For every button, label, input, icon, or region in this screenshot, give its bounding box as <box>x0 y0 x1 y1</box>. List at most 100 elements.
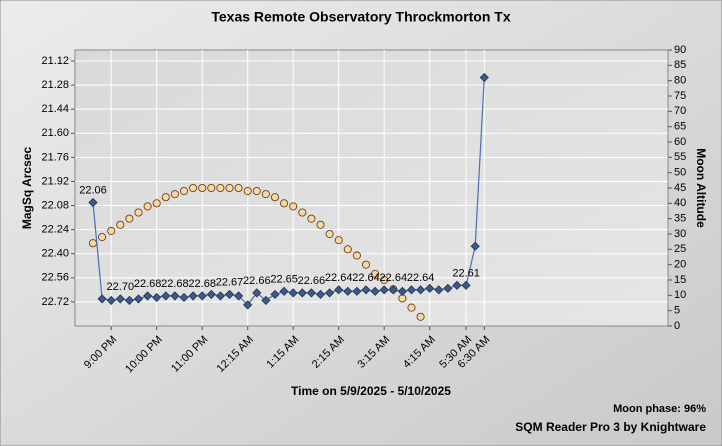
moon-marker <box>234 183 243 193</box>
y2-tick-label: 50 <box>674 167 686 179</box>
sqm-marker <box>443 283 453 293</box>
sqm-marker <box>397 286 407 296</box>
sqm-marker <box>179 292 189 302</box>
y2-tick-label: 20 <box>674 259 686 271</box>
sqm-marker <box>306 288 316 298</box>
moon-marker <box>170 190 179 199</box>
data-label: 22.64 <box>352 272 380 284</box>
sqm-marker <box>315 289 326 299</box>
data-label: 22.65 <box>270 273 298 285</box>
y2-tick-label: 70 <box>674 105 686 117</box>
moon-marker <box>280 199 289 208</box>
sqm-marker <box>325 288 335 298</box>
moon-marker <box>361 260 371 269</box>
moon-marker <box>289 202 298 211</box>
sqm-marker <box>133 294 144 304</box>
sqm-marker <box>288 288 298 298</box>
moon-marker <box>179 187 189 196</box>
moon-marker <box>371 269 380 278</box>
y2-tick-label: 75 <box>674 90 686 102</box>
sqm-marker <box>279 286 289 296</box>
y2-tick-label: 45 <box>674 182 686 194</box>
moon-marker <box>416 312 425 321</box>
y-axis-label: MagSq Arcsec <box>20 147 34 230</box>
data-label: 22.68 <box>161 278 189 290</box>
sqm-marker <box>152 292 162 302</box>
y2-tick-label: 0 <box>674 320 680 332</box>
y2-tick-label: 80 <box>674 75 686 87</box>
data-label: 22.66 <box>243 275 271 287</box>
moon-marker <box>352 251 361 260</box>
moon-marker <box>98 233 107 242</box>
sqm-marker <box>388 285 398 295</box>
y-tick-label: 22.08 <box>41 199 69 211</box>
moon-marker <box>161 193 170 202</box>
y2-tick-label: 5 <box>674 305 680 317</box>
moon-marker <box>380 275 389 285</box>
y-tick-label: 22.24 <box>41 224 69 236</box>
sqm-marker <box>97 294 107 304</box>
y-tick-label: 21.92 <box>41 175 69 187</box>
moon-marker <box>143 202 152 211</box>
moon-marker <box>270 193 280 202</box>
sqm-marker <box>434 285 444 295</box>
moon-marker <box>407 303 416 312</box>
moon-marker <box>307 214 316 223</box>
moon-marker <box>325 229 334 239</box>
y-tick-label: 22.40 <box>41 248 69 260</box>
data-label: 22.64 <box>380 272 408 284</box>
sqm-marker <box>106 295 116 305</box>
moon-marker <box>207 183 216 193</box>
sqm-marker <box>197 291 207 301</box>
credit-note: SQM Reader Pro 3 by Knightware <box>515 420 706 434</box>
moon-marker <box>107 226 116 235</box>
data-label: 22.06 <box>79 184 107 196</box>
data-label: 22.68 <box>134 278 162 290</box>
y-tick-label: 22.56 <box>41 272 69 284</box>
sqm-marker <box>215 291 225 301</box>
moon-marker <box>334 236 343 245</box>
sqm-marker <box>470 241 480 251</box>
moon-marker <box>189 183 198 193</box>
sqm-marker <box>361 285 371 295</box>
sqm-marker <box>452 280 462 290</box>
y-tick-label: 21.44 <box>41 103 69 115</box>
moon-marker <box>225 183 234 193</box>
moon-marker <box>243 187 252 196</box>
data-label: 22.68 <box>188 278 216 290</box>
moon-marker <box>316 220 325 229</box>
moon-marker <box>134 208 143 217</box>
sqm-marker <box>206 289 216 299</box>
sqm-marker <box>479 72 489 83</box>
y-tick-label: 21.12 <box>41 55 69 67</box>
moon-marker <box>198 183 207 193</box>
plot-area <box>74 49 669 327</box>
sqm-marker <box>115 294 125 304</box>
moon-marker <box>261 190 270 199</box>
y2-tick-label: 60 <box>674 136 686 148</box>
sqm-marker <box>88 197 98 208</box>
data-label: 22.64 <box>407 272 435 284</box>
sqm-marker <box>297 288 307 298</box>
sqm-marker <box>234 291 244 301</box>
sqm-marker <box>170 291 180 301</box>
moon-marker <box>343 245 352 254</box>
sqm-marker <box>416 285 426 295</box>
moon-phase-note: Moon phase: 96% <box>613 403 706 415</box>
sqm-marker <box>379 285 389 295</box>
data-label: 22.67 <box>216 276 244 288</box>
moon-marker <box>88 239 98 248</box>
y2-tick-label: 85 <box>674 59 686 71</box>
moon-marker <box>252 187 261 196</box>
sqm-marker <box>161 291 171 301</box>
sqm-marker <box>143 291 153 301</box>
moon-marker <box>125 214 134 223</box>
chart-title: Texas Remote Observatory Throckmorton Tx <box>211 9 510 25</box>
y2-tick-label: 30 <box>674 228 686 240</box>
moon-marker <box>116 220 125 229</box>
sqm-marker <box>334 285 344 295</box>
sqm-marker <box>406 285 417 295</box>
sqm-marker <box>252 288 262 298</box>
sqm-marker <box>224 289 235 299</box>
